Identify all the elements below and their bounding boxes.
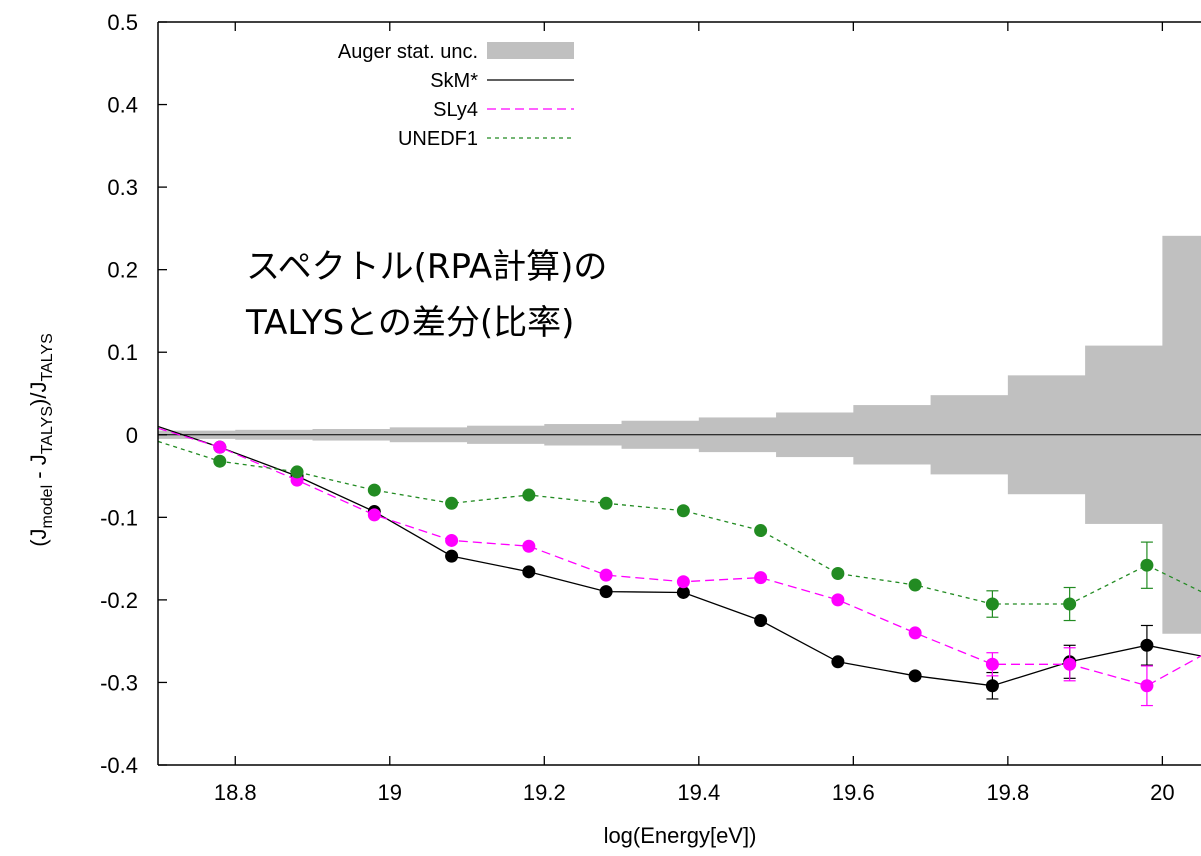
annotation-line-1: スペクトル(RPA計算)の (246, 247, 607, 287)
legend-entry-sly4-label: SLy4 (433, 99, 478, 121)
data-point (831, 593, 845, 607)
data-point (445, 496, 459, 510)
plot-frame (157, 21, 1201, 766)
data-point (676, 585, 690, 599)
data-point (908, 578, 922, 592)
y-tick-label: 0.2 (107, 258, 138, 283)
y-axis-title-sub1: model (39, 485, 56, 529)
data-point (1063, 597, 1077, 611)
data-point (754, 524, 768, 538)
y-axis-title-sub2: TALYS (39, 406, 56, 454)
data-point (985, 679, 999, 693)
y-tick-label: 0.1 (107, 340, 138, 365)
y-tick-label: 0.4 (107, 93, 138, 118)
x-tick-label: 19.2 (523, 780, 566, 805)
annotation-line-2: TALYSとの差分(比率) (245, 303, 574, 343)
data-point (754, 571, 768, 585)
y-axis-title: (Jmodel - JTALYS)/JTALYS (26, 333, 56, 547)
legend-entry-auger-swatch (487, 42, 574, 59)
data-point (1140, 679, 1154, 693)
data-point (599, 585, 613, 599)
data-point (676, 504, 690, 518)
y-tick-label: -0.2 (100, 588, 138, 613)
y-tick-label: -0.3 (100, 670, 138, 695)
data-point (522, 488, 536, 502)
data-point (522, 565, 536, 579)
series-line (158, 440, 1201, 605)
data-point (908, 669, 922, 683)
data-point (599, 496, 613, 510)
x-tick-label: 20 (1150, 780, 1174, 805)
data-point (985, 597, 999, 611)
y-axis-title-prefix: (J (26, 528, 51, 546)
y-tick-label: 0 (126, 423, 138, 448)
y-tick-label: -0.1 (100, 505, 138, 530)
y-tick-label: -0.4 (100, 753, 138, 778)
x-tick-label: 18.8 (214, 780, 257, 805)
x-tick-label: 19.8 (986, 780, 1029, 805)
data-point (213, 454, 227, 468)
data-point (290, 465, 304, 479)
data-point (367, 483, 381, 497)
data-point (445, 549, 459, 563)
data-point (213, 440, 227, 454)
data-point (1063, 657, 1077, 671)
data-point (676, 575, 690, 589)
series-layer (158, 425, 1201, 707)
data-point (522, 539, 536, 553)
data-point (908, 626, 922, 640)
data-point (831, 566, 845, 580)
y-axis-title-suffix: )/J (26, 382, 51, 406)
x-tick-label: 19.6 (832, 780, 875, 805)
data-point (754, 614, 768, 628)
data-point (599, 568, 613, 582)
data-point (367, 508, 381, 522)
x-axis-title: log(Energy[eV]) (604, 823, 757, 848)
data-point (831, 655, 845, 669)
data-point (985, 657, 999, 671)
y-tick-label: 0.3 (107, 175, 138, 200)
y-tick-label: 0.5 (107, 10, 138, 35)
y-axis-title-sub3: TALYS (39, 333, 56, 381)
legend-entry-skm-label: SkM* (430, 70, 478, 92)
y-axis: -0.4 -0.3 -0.2 -0.1 0 0.1 0.2 0.3 0.4 0.5 (100, 10, 167, 778)
x-tick-label: 19.4 (677, 780, 720, 805)
data-point (445, 533, 459, 547)
legend-entry-unedf1-label: UNEDF1 (398, 128, 478, 150)
x-axis: 18.8 19 19.2 19.4 19.6 19.8 20 (214, 22, 1175, 805)
series-unedf1 (158, 440, 1201, 622)
data-point (1140, 638, 1154, 652)
data-point (1140, 558, 1154, 572)
series-skm (158, 425, 1201, 700)
x-tick-label: 19 (378, 780, 402, 805)
legend: Auger stat. unc. SkM* SLy4 UNEDF1 (338, 41, 574, 150)
y-axis-title-mid: - J (26, 454, 51, 485)
legend-entry-auger-label: Auger stat. unc. (338, 41, 478, 63)
series-sly4 (158, 427, 1201, 707)
